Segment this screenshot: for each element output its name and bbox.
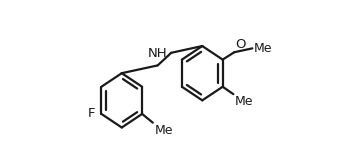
Text: Me: Me (154, 124, 173, 137)
Text: F: F (88, 107, 96, 120)
Text: Me: Me (253, 42, 272, 55)
Text: NH: NH (148, 47, 168, 60)
Text: Me: Me (235, 95, 253, 108)
Text: O: O (235, 38, 246, 51)
